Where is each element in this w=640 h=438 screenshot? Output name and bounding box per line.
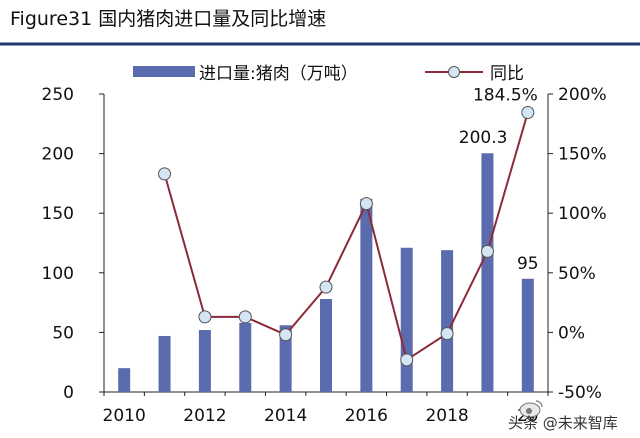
y-right-tick-label: -50% [558,383,602,403]
y-left-tick-label: 0 [63,383,74,403]
legend-bar-label: 进口量:猪肉（万吨） [199,64,358,84]
yoy-line [163,112,529,362]
bar [158,335,171,392]
data-labels: 200.3 95 184.5% [459,85,539,273]
line-point [480,244,494,258]
line-point [198,310,212,324]
bar [400,247,413,392]
bar [521,278,534,392]
y-left-tick-label: 100 [42,264,74,284]
watermark: 头条 @未来智库 [508,400,618,432]
x-tick-label: 2012 [183,406,226,426]
line-point [521,105,535,119]
y-left-tick-label: 250 [42,85,74,105]
line-point [359,197,373,211]
bar [279,325,292,392]
x-tick-label: 2010 [103,406,146,426]
y-right-tick-label: 100% [558,204,607,224]
data-label: 200.3 [459,128,508,148]
line-point [238,310,252,324]
legend: 进口量:猪肉（万吨） 同比 [133,64,524,84]
line-series [158,105,535,367]
data-label: 95 [517,254,539,274]
chart-title: Figure31 国内猪肉进口量及同比增速 [10,8,326,30]
bar [118,368,131,392]
bar [360,198,373,392]
bar [481,153,494,392]
weibo-watermark-icon [519,400,543,418]
data-label: 184.5% [473,85,538,105]
axes: 0 50 100 150 200 250 -50% 0% 50% 100% 150% 200% 2010… [42,85,607,426]
bar [198,330,211,392]
x-tick-label: 2014 [264,406,307,426]
line-point [158,167,172,181]
line-point [400,353,414,367]
x-tick-label: 2016 [345,406,388,426]
bar [239,322,252,392]
bar-series [118,153,534,392]
y-right-tick-label: 0% [558,323,585,343]
bar [441,250,454,392]
y-left-tick-label: 50 [52,323,74,343]
legend-line-marker [448,66,460,78]
legend-line-label: 同比 [490,64,524,84]
y-right-tick-label: 50% [558,264,596,284]
legend-bar-swatch [133,66,195,77]
line-point [319,280,333,294]
line-point [440,327,454,341]
y-left-tick-label: 150 [42,204,74,224]
y-right-tick-label: 150% [558,145,607,165]
y-right-tick-label: 200% [558,85,607,105]
y-left-tick-label: 200 [42,145,74,165]
x-tick-label: 2018 [425,406,468,426]
line-point [279,328,293,342]
watermark-text: 头条 @未来智库 [508,414,618,432]
bar [320,299,332,392]
